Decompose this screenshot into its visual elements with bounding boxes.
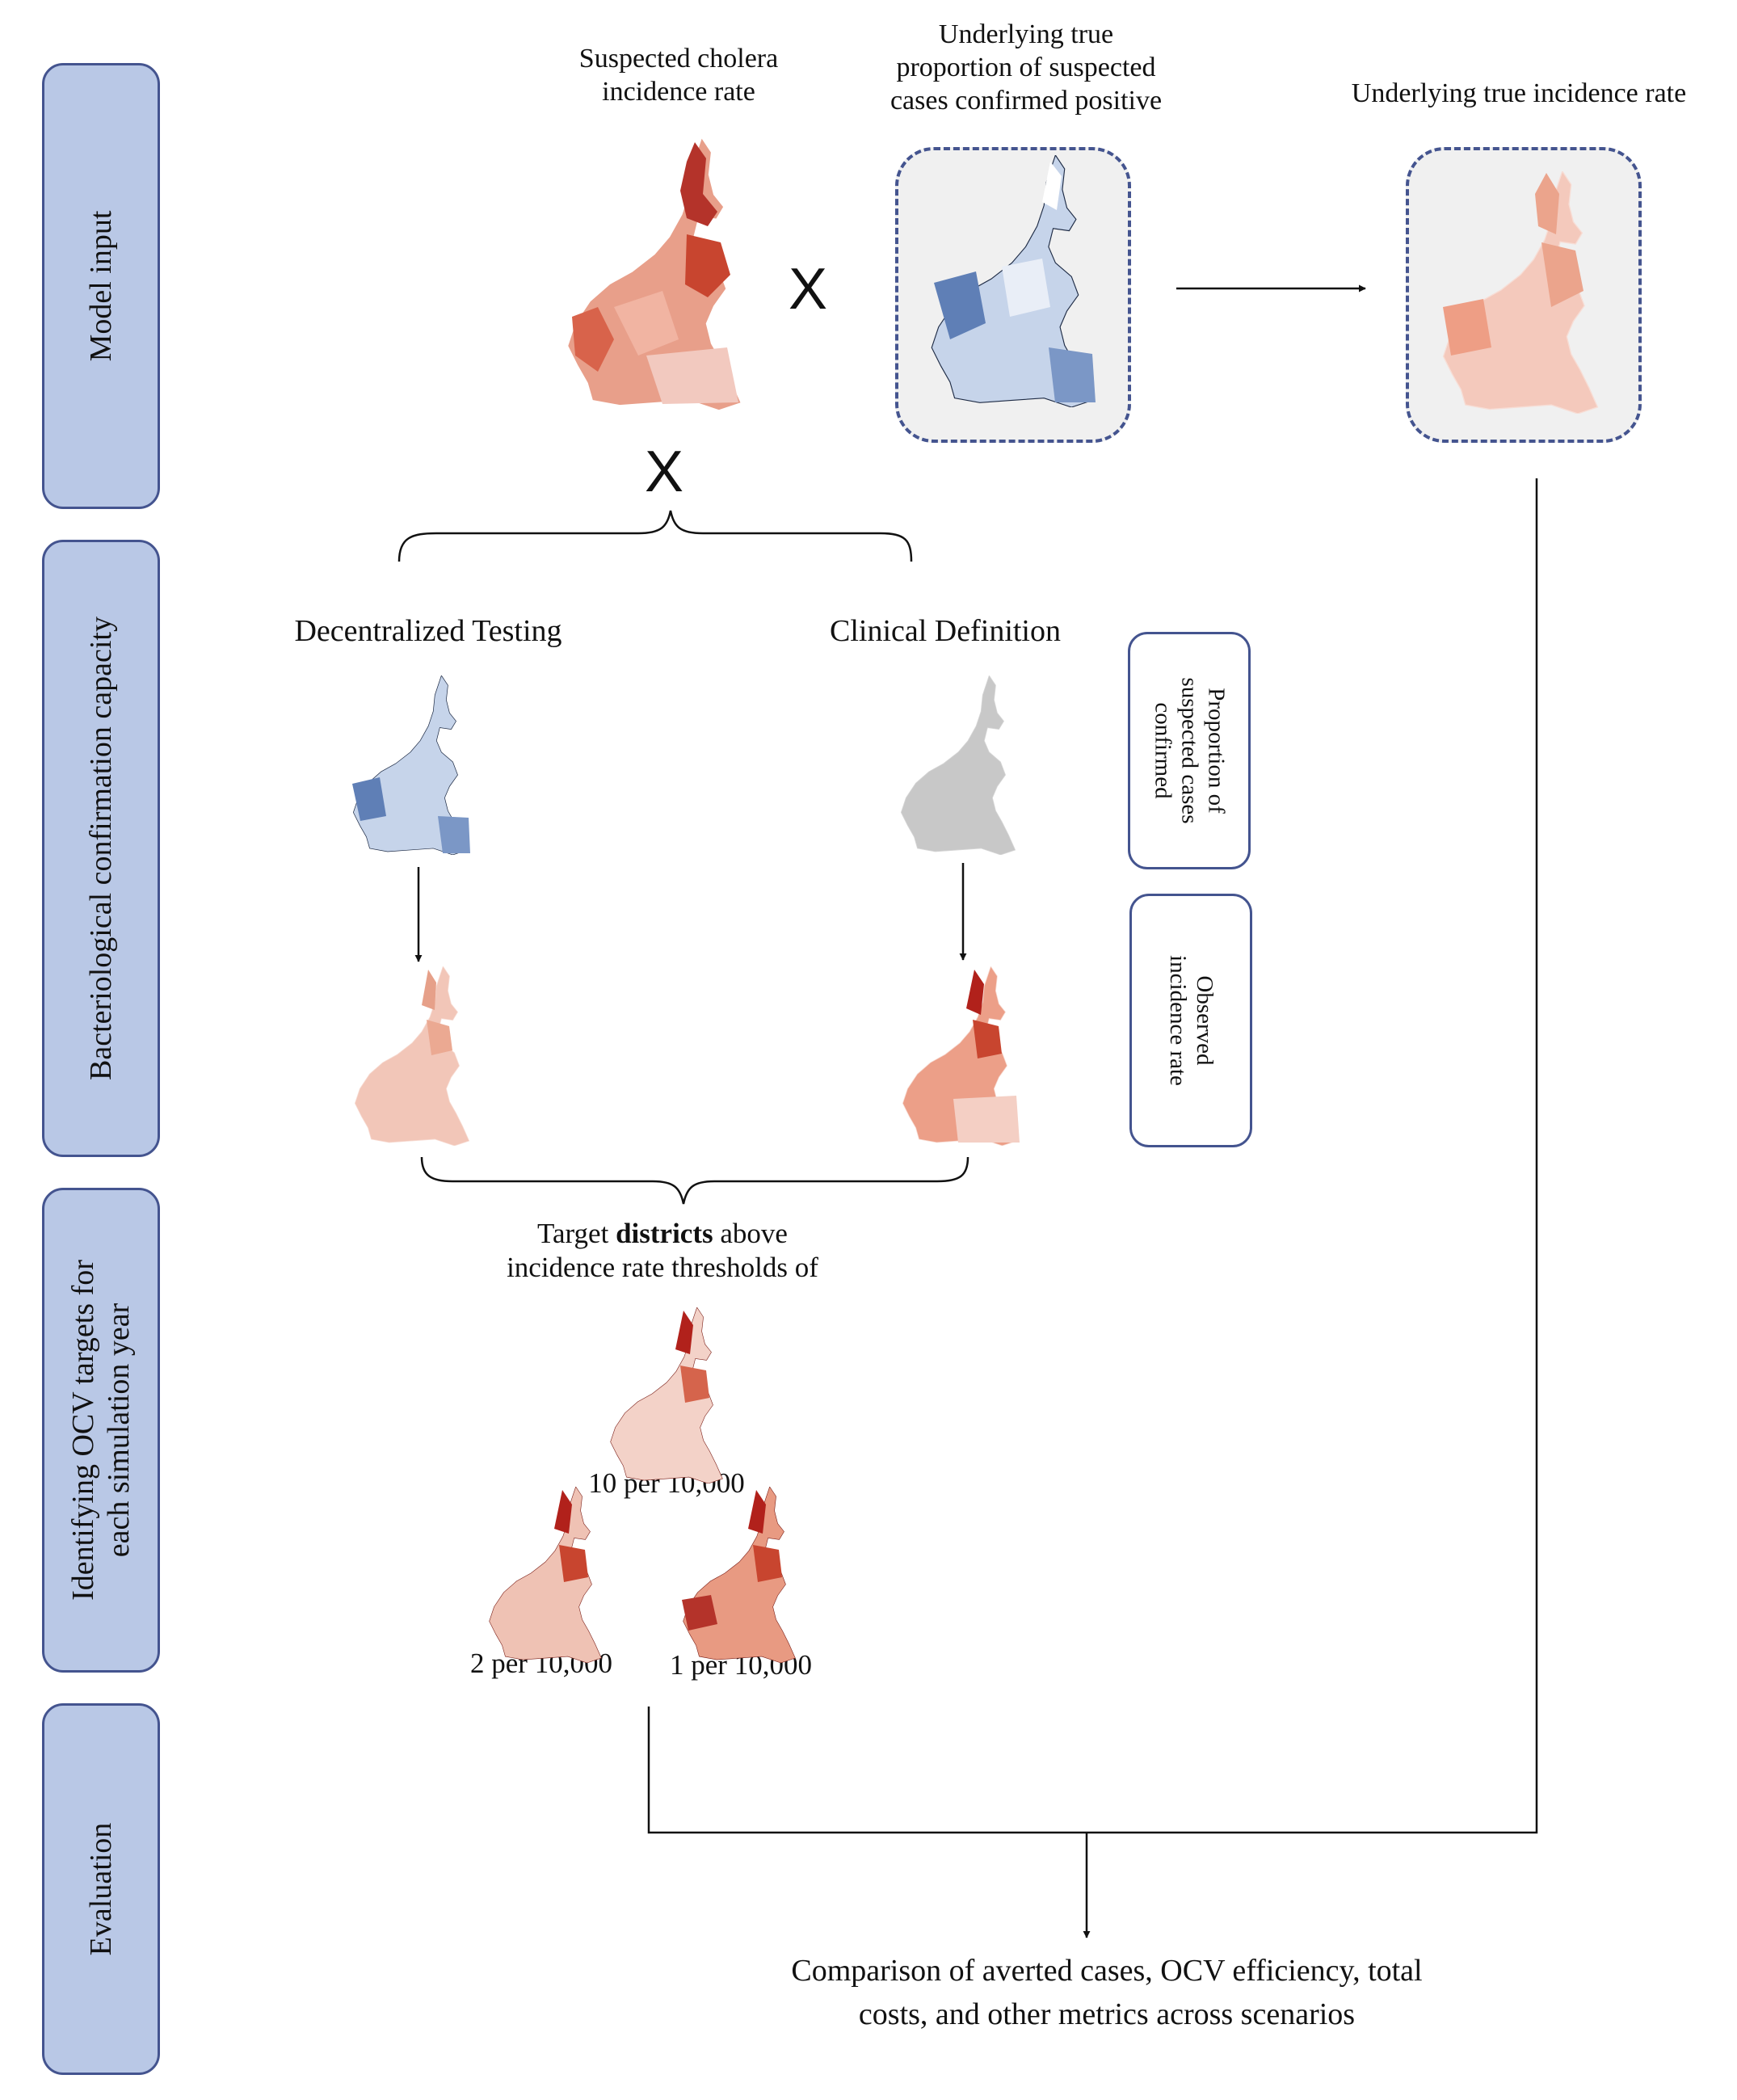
map-decentralized-region-east [438, 816, 470, 853]
map-threshold-2-east [559, 1545, 588, 1582]
map-threshold-2-north [554, 1490, 572, 1534]
true-proportion-label: Underlying true proportion of suspected … [856, 18, 1196, 117]
map-clinical-grey [900, 675, 1016, 855]
suspected-incidence-label: Suspected cholera incidence rate [533, 42, 824, 108]
target-title-prefix: Target [537, 1218, 609, 1249]
map-clinical-observed-north [966, 970, 984, 1015]
map-decentralized-observed [354, 966, 470, 1146]
map-suspected-region-north [680, 142, 717, 226]
map-true-proportion-region-north [1042, 162, 1062, 210]
map-true-incidence-region-north [1535, 173, 1559, 234]
map-threshold-10-east [680, 1366, 709, 1403]
map-suspected-region-south [646, 347, 738, 404]
map-threshold-1-west [682, 1595, 717, 1631]
map-suspected-incidence [566, 137, 742, 410]
map-threshold-2 [489, 1487, 602, 1663]
map-suspected-region-east [685, 234, 730, 297]
multiply-sign-horizontal: X [789, 257, 828, 322]
map-clinical-observed-east [973, 1020, 1002, 1058]
suspected-incidence-line2: incidence rate [602, 77, 755, 107]
map-threshold-1-north [748, 1490, 766, 1534]
legend-observed-incidence: Observed incidence rate [1129, 894, 1252, 1147]
decentralized-testing-label: Decentralized Testing [294, 614, 562, 648]
evaluation-output-text: Comparison of averted cases, OCV efficie… [711, 1949, 1503, 2036]
target-districts-line2: incidence rate thresholds of [507, 1252, 818, 1283]
true-proportion-line2: proportion of suspected [896, 53, 1156, 82]
multiply-sign-vertical: X [645, 440, 684, 504]
map-suspected-region-west [572, 307, 614, 372]
legend-proportion-confirmed: Proportion of suspected cases confirmed [1128, 632, 1251, 869]
evaluation-output-line1: Comparison of averted cases, OCV efficie… [791, 1954, 1423, 1988]
brace-top [397, 510, 913, 562]
map-decentralized-region-west [352, 777, 386, 821]
stage-bacteriological: Bacteriological confirmation capacity [42, 540, 160, 1157]
map-true-proportion-region-center [1002, 259, 1050, 317]
target-districts-line1: Target districts above [452, 1217, 873, 1251]
clinical-definition-label: Clinical Definition [829, 614, 1061, 648]
stage-identifying-targets: Identifying OCV targets for each simulat… [42, 1188, 160, 1673]
map-decentralized-observed-north [422, 970, 436, 1010]
map-true-proportion [931, 155, 1096, 407]
brace-bottom [420, 1156, 969, 1205]
map-true-proportion-region-west [934, 271, 986, 339]
map-threshold-1-east [753, 1545, 782, 1582]
stage-model-input: Model input [42, 63, 160, 509]
map-true-incidence [1442, 171, 1599, 414]
map-decentralized-observed-east [427, 1020, 452, 1055]
map-suspected-region-center [614, 291, 679, 356]
connector-targets-to-evaluation [647, 478, 1538, 1834]
target-title-bold: districts [616, 1218, 713, 1249]
map-true-incidence-region-east [1541, 242, 1583, 307]
evaluation-output-line2: costs, and other metrics across scenario… [858, 1997, 1356, 2031]
map-true-incidence-region-west [1443, 299, 1491, 356]
map-true-proportion-region-east [1049, 347, 1096, 402]
stage-evaluation: Evaluation [42, 1703, 160, 2075]
map-threshold-10 [610, 1307, 723, 1483]
true-proportion-line3: cases confirmed positive [890, 86, 1163, 116]
map-clinical-observed [902, 966, 1020, 1146]
suspected-incidence-line1: Suspected cholera [578, 44, 779, 74]
target-districts-title: Target districts above incidence rate th… [452, 1217, 873, 1285]
map-decentralized-proportion [352, 675, 470, 855]
target-title-suffix: above [720, 1218, 788, 1249]
true-incidence-label: Underlying true incidence rate [1351, 78, 1687, 108]
map-threshold-10-north [675, 1311, 693, 1354]
map-threshold-1 [682, 1487, 796, 1663]
true-proportion-line1: Underlying true [938, 19, 1114, 49]
map-clinical-observed-south [953, 1096, 1020, 1143]
